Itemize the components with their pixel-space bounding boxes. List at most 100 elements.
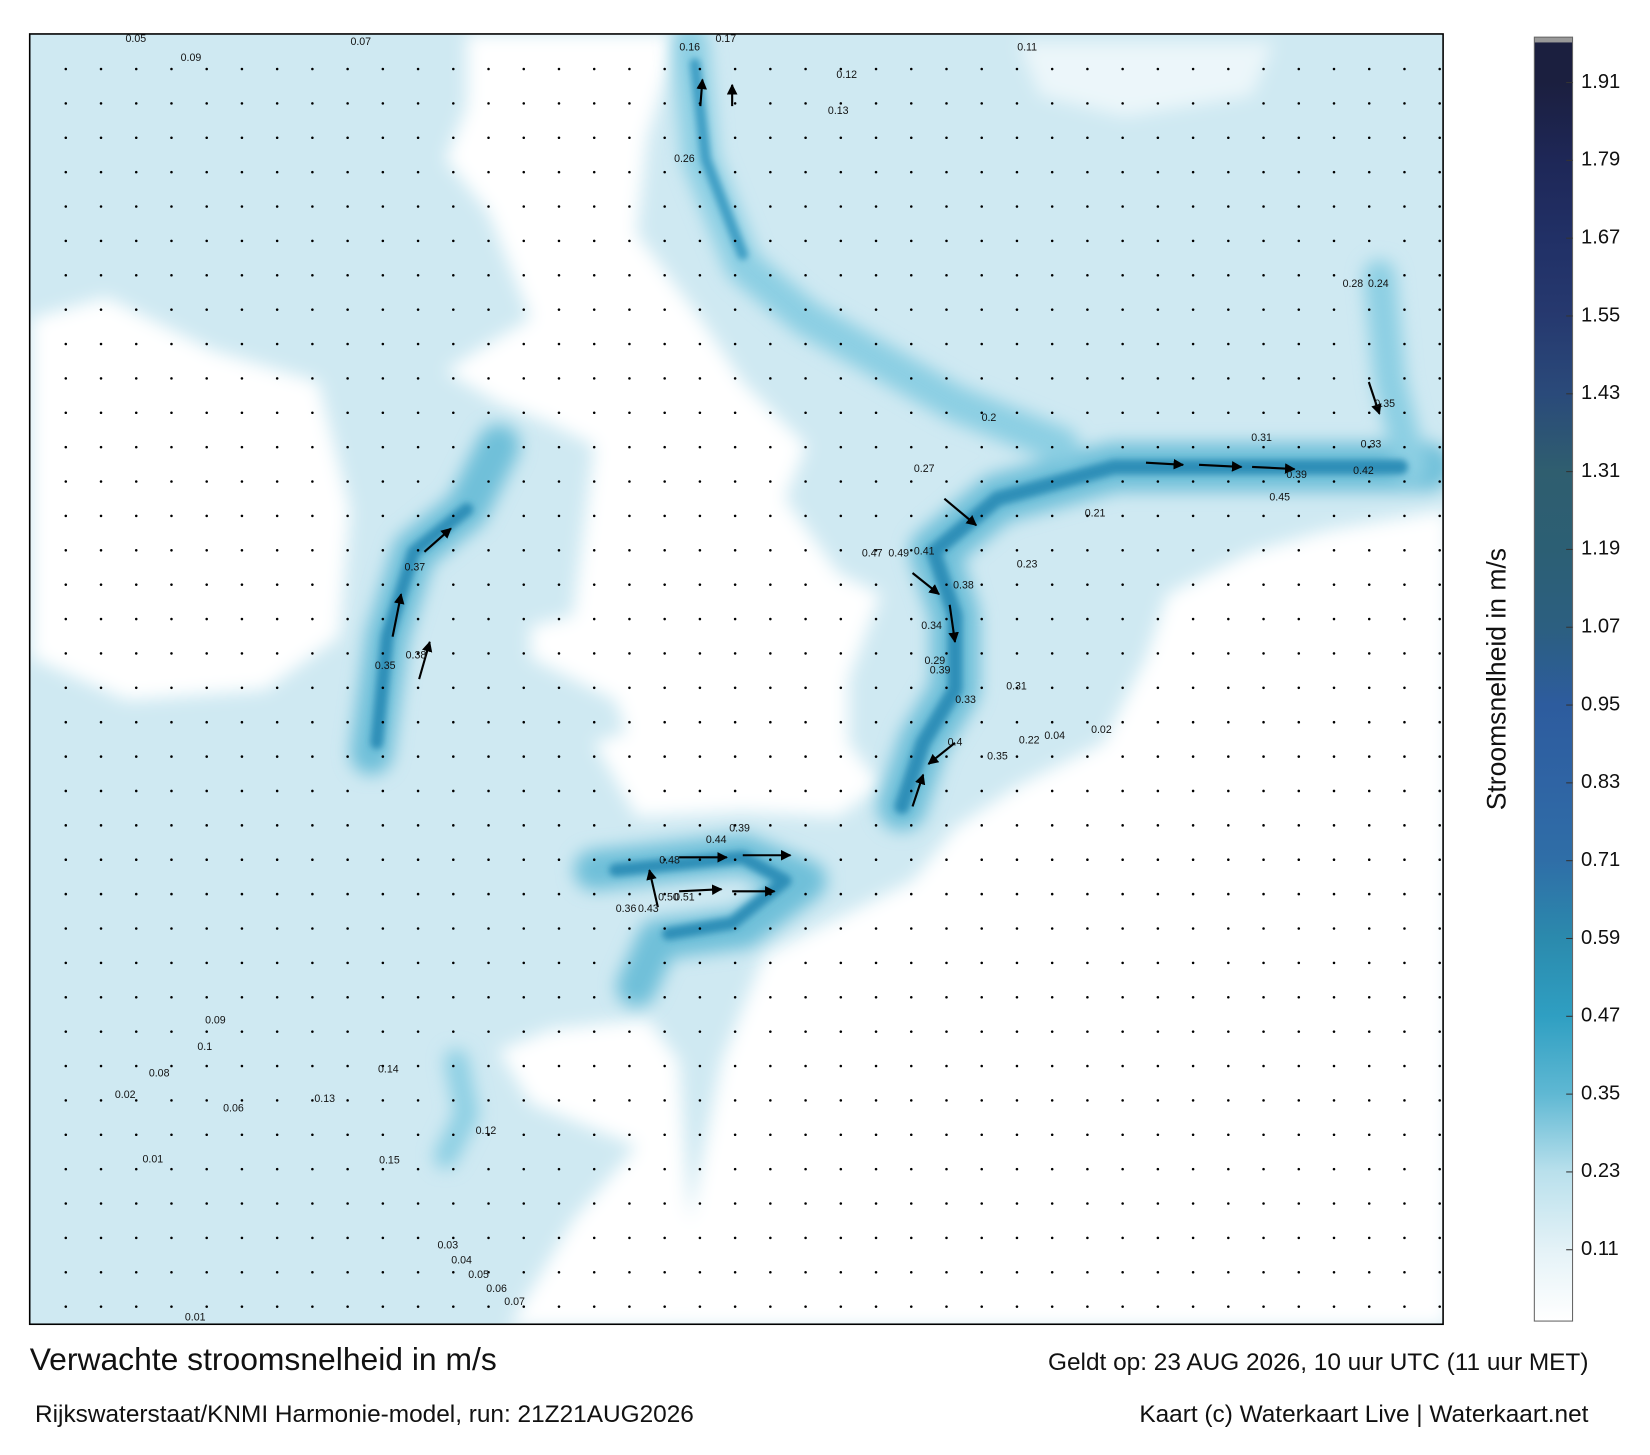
grid-dot — [663, 480, 666, 483]
speed-label: 0.29 — [924, 655, 945, 667]
grid-dot — [698, 67, 702, 71]
grid-dot — [346, 1064, 349, 1068]
grid-dot — [1227, 136, 1230, 140]
grid-dot — [1367, 102, 1371, 105]
grid-dot — [874, 583, 878, 586]
grid-dot — [1262, 1133, 1265, 1137]
grid-dot — [874, 824, 878, 827]
grid-dot — [663, 961, 666, 965]
grid-dot — [663, 755, 666, 758]
grid-dot — [64, 1167, 68, 1171]
grid-dot — [1015, 1202, 1019, 1205]
grid-dot — [1015, 858, 1019, 861]
grid-dot — [804, 824, 807, 827]
grid-dot — [416, 273, 420, 277]
grid-dot — [64, 1133, 68, 1137]
grid-dot — [1121, 445, 1124, 449]
grid-dot — [452, 892, 455, 896]
grid-dot — [1191, 995, 1195, 999]
grid-dot — [1121, 136, 1124, 140]
grid-dot — [1403, 824, 1406, 827]
grid-dot — [909, 1133, 913, 1137]
grid-dot — [839, 720, 843, 724]
grid-dot — [170, 961, 173, 965]
grid-dot — [839, 342, 843, 346]
grid-dot — [1191, 892, 1195, 896]
grid-dot — [1227, 411, 1230, 415]
grid-dot — [804, 239, 807, 243]
grid-dot — [311, 136, 314, 140]
grid-dot — [557, 1270, 561, 1274]
grid-dot — [1297, 1305, 1301, 1308]
grid-dot — [980, 720, 983, 724]
grid-dot — [1227, 67, 1230, 71]
grid-dot — [663, 583, 666, 586]
grid-dot — [1367, 1064, 1371, 1068]
grid-dot — [64, 445, 68, 449]
grid-dot — [663, 549, 666, 552]
grid-dot — [663, 308, 666, 311]
grid-dot — [99, 239, 103, 243]
grid-dot — [416, 1305, 420, 1308]
grid-dot — [240, 583, 244, 586]
grid-dot — [1367, 1030, 1371, 1033]
grid-dot — [804, 652, 807, 655]
grid-dot — [240, 789, 244, 793]
grid-dot — [557, 995, 561, 999]
grid-dot — [311, 1064, 314, 1068]
grid-dot — [1403, 686, 1406, 690]
grid-dot — [64, 239, 68, 243]
grid-dot — [557, 1133, 561, 1137]
grid-dot — [1332, 824, 1336, 827]
grid-dot — [1332, 377, 1336, 380]
grid-dot — [1050, 1030, 1054, 1033]
grid-dot — [909, 514, 913, 518]
grid-dot — [698, 377, 702, 380]
grid-dot — [557, 67, 561, 71]
grid-dot — [1156, 342, 1160, 346]
grid-dot — [733, 1167, 737, 1171]
grid-dot — [1121, 1270, 1124, 1274]
grid-dot — [769, 1270, 772, 1274]
grid-dot — [522, 1099, 526, 1102]
grid-dot — [1227, 170, 1230, 174]
grid-dot — [1121, 583, 1124, 586]
grid-dot — [1156, 1099, 1160, 1102]
grid-dot — [628, 1305, 631, 1308]
grid-dot — [522, 995, 526, 999]
grid-dot — [170, 892, 173, 896]
grid-dot — [1438, 549, 1441, 552]
arrow — [911, 572, 940, 596]
grid-dot — [1121, 1236, 1124, 1240]
grid-dot — [804, 1236, 807, 1240]
colorbar-bar — [1534, 37, 1573, 1322]
grid-dot — [663, 1167, 666, 1171]
grid-dot — [275, 445, 279, 449]
colorbar-frame — [1533, 36, 1574, 1322]
grid-dot — [1332, 170, 1336, 174]
grid-dot — [1438, 1202, 1441, 1205]
grid-dot — [1156, 480, 1160, 483]
grid-dot — [1262, 1270, 1265, 1274]
grid-dot — [381, 858, 385, 861]
grid-dot — [452, 239, 455, 243]
grid-dot — [769, 789, 772, 793]
grid-dot — [839, 1064, 843, 1068]
grid-dot — [170, 67, 173, 71]
grid-dot — [240, 342, 244, 346]
speed-label: 0.07 — [504, 1296, 525, 1308]
colorbar-tick-label: 1.43 — [1581, 382, 1620, 404]
grid-dot — [592, 1133, 596, 1137]
grid-dot — [416, 239, 420, 243]
grid-dot — [804, 170, 807, 174]
grid-dot — [874, 377, 878, 380]
grid-dot — [557, 686, 561, 690]
grid-dot — [1403, 273, 1406, 277]
grid-dot — [1050, 892, 1054, 896]
grid-dot — [205, 789, 208, 793]
grid-dot — [839, 1099, 843, 1102]
grid-dot — [1438, 686, 1441, 690]
grid-dot — [804, 342, 807, 346]
grid-dot — [733, 1133, 737, 1137]
arrow — [927, 741, 956, 765]
